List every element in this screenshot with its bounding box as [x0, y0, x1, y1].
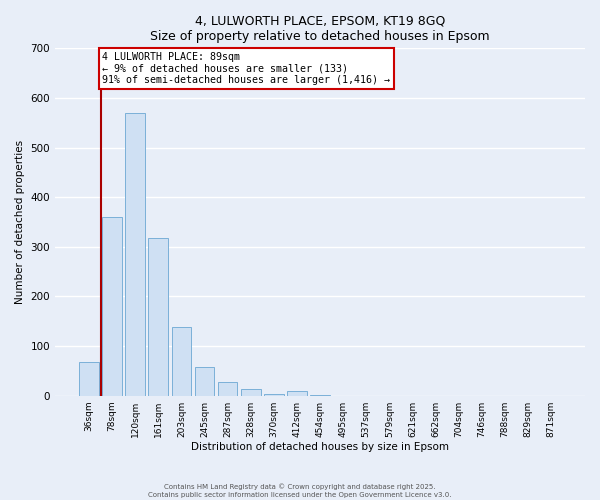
Bar: [218, 382, 238, 396]
Bar: [287, 390, 307, 396]
Text: 4 LULWORTH PLACE: 89sqm
← 9% of detached houses are smaller (133)
91% of semi-de: 4 LULWORTH PLACE: 89sqm ← 9% of detached…: [102, 52, 390, 85]
Bar: [310, 394, 330, 396]
Bar: [148, 238, 168, 396]
Bar: [172, 327, 191, 396]
Bar: [125, 113, 145, 396]
Bar: [264, 394, 284, 396]
Bar: [194, 368, 214, 396]
Bar: [79, 362, 99, 396]
Bar: [241, 389, 260, 396]
Title: 4, LULWORTH PLACE, EPSOM, KT19 8GQ
Size of property relative to detached houses : 4, LULWORTH PLACE, EPSOM, KT19 8GQ Size …: [150, 15, 490, 43]
Text: Contains HM Land Registry data © Crown copyright and database right 2025.
Contai: Contains HM Land Registry data © Crown c…: [148, 484, 452, 498]
Bar: [102, 217, 122, 396]
Y-axis label: Number of detached properties: Number of detached properties: [15, 140, 25, 304]
X-axis label: Distribution of detached houses by size in Epsom: Distribution of detached houses by size …: [191, 442, 449, 452]
